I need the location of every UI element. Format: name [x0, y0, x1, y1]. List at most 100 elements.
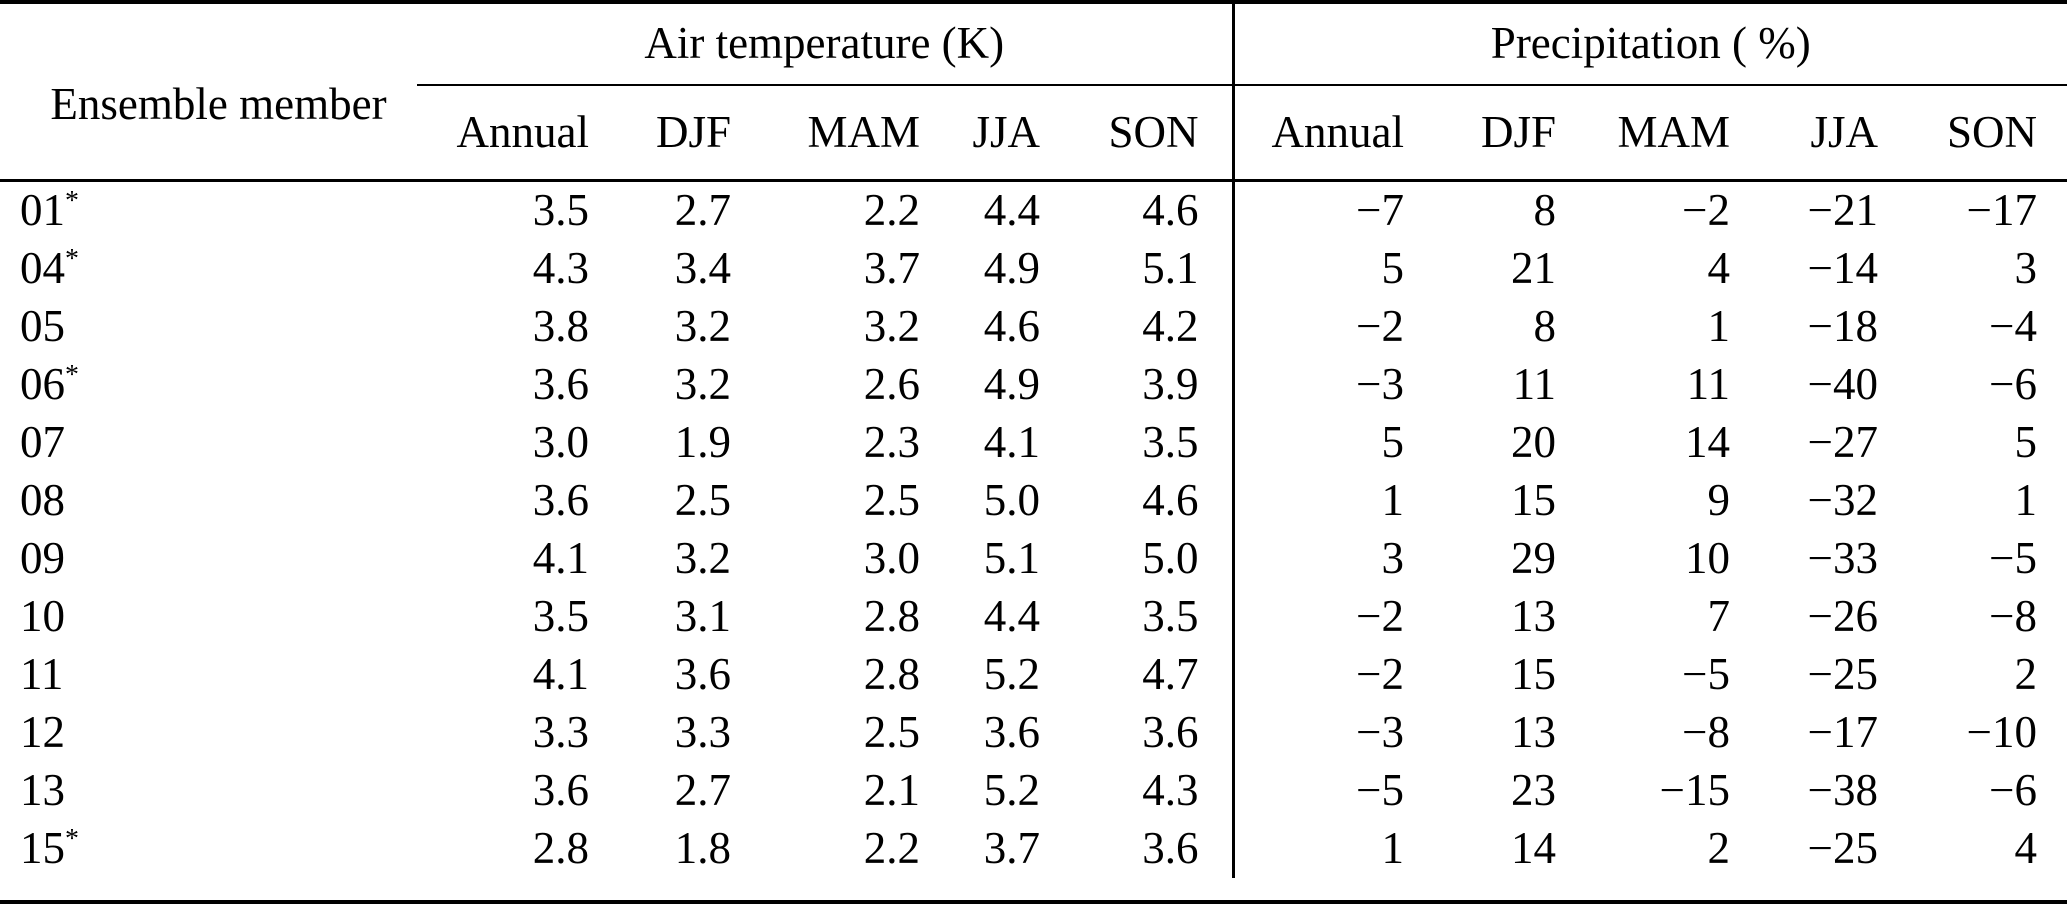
- ensemble-member-cell: 09: [0, 530, 417, 588]
- member-star-mark: *: [65, 359, 79, 391]
- table-row: 04* 4.3 3.4 3.7 4.9 5.1 5 21 4 −14 3: [0, 240, 2067, 298]
- ensemble-member-cell: 05: [0, 298, 417, 356]
- precip-value-cell: −38: [1807, 765, 1878, 816]
- precip-value-cell: 2: [2014, 649, 2038, 700]
- ensemble-statistics-table: Ensemble member Air temperature (K) Prec…: [0, 4, 2067, 878]
- table-row: 09 4.1 3.2 3.0 5.1 5.0 3 29 10 −33 −5: [0, 530, 2067, 588]
- temp-value-cell: 3.7: [983, 823, 1040, 874]
- temp-value-cell: 3.5: [532, 185, 589, 236]
- member-star-mark: *: [65, 243, 79, 275]
- temp-value-cell: 3.6: [532, 359, 589, 410]
- ensemble-member-cell: 11: [0, 646, 417, 704]
- temp-value-cell: 3.8: [532, 301, 589, 352]
- temp-value-cell: 3.6: [674, 649, 731, 700]
- precip-value-cell: −15: [1659, 765, 1730, 816]
- precip-value-cell: 21: [1511, 243, 1556, 294]
- temp-value-cell: 4.1: [532, 649, 589, 700]
- temp-value-cell: 3.6: [1040, 704, 1235, 762]
- temp-value-cell: 3.1: [674, 591, 731, 642]
- precip-value-cell: −26: [1807, 591, 1878, 642]
- precip-value-cell: 1: [1707, 301, 1731, 352]
- temp-value-cell: 5.2: [983, 765, 1040, 816]
- precip-value-cell: 1: [2014, 475, 2038, 526]
- precip-value-cell: 13: [1511, 707, 1556, 758]
- temp-value-cell: 2.8: [863, 591, 920, 642]
- temp-value-cell: 2.5: [863, 475, 920, 526]
- member-id: 04: [20, 243, 65, 294]
- precip-value-cell: −3: [1356, 359, 1404, 410]
- table-row: 06* 3.6 3.2 2.6 4.9 3.9 −3 11 11 −40 −6: [0, 356, 2067, 414]
- temp-jja-header: JJA: [920, 85, 1040, 182]
- temp-value-cell: 3.2: [674, 359, 731, 410]
- temp-value-cell: 4.9: [983, 243, 1040, 294]
- precip-value-cell: −25: [1807, 823, 1878, 874]
- temp-value-cell: 5.1: [983, 533, 1040, 584]
- member-id: 10: [20, 591, 65, 642]
- temp-value-cell: 2.7: [674, 185, 731, 236]
- member-id: 13: [20, 765, 65, 816]
- member-id: 07: [20, 417, 65, 468]
- precip-mam-header: MAM: [1556, 85, 1730, 182]
- temp-value-cell: 4.1: [532, 533, 589, 584]
- precip-value-cell: −5: [1356, 765, 1404, 816]
- precip-value-cell: −21: [1807, 185, 1878, 236]
- ensemble-member-cell: 07: [0, 414, 417, 472]
- temp-value-cell: 4.6: [983, 301, 1040, 352]
- temp-value-cell: 3.7: [863, 243, 920, 294]
- temp-value-cell: 1.9: [674, 417, 731, 468]
- temp-annual-header: Annual: [417, 85, 589, 182]
- table-row: 07 3.0 1.9 2.3 4.1 3.5 5 20 14 −27 5: [0, 414, 2067, 472]
- table-row: 01* 3.5 2.7 2.2 4.4 4.6 −7 8 −2 −21 −17: [0, 180, 2067, 241]
- precip-value-cell: −4: [1989, 301, 2037, 352]
- precip-value-cell: −3: [1356, 707, 1404, 758]
- member-id: 05: [20, 301, 65, 352]
- precip-value-cell: −2: [1356, 301, 1404, 352]
- temp-son-header: SON: [1040, 85, 1235, 182]
- member-id: 15: [20, 823, 65, 874]
- temp-value-cell: 5.2: [983, 649, 1040, 700]
- precip-value-cell: 1: [1381, 475, 1405, 526]
- precip-value-cell: 4: [2014, 823, 2038, 874]
- temp-value-cell: 3.0: [532, 417, 589, 468]
- temp-value-cell: 3.4: [674, 243, 731, 294]
- precip-value-cell: 23: [1511, 765, 1556, 816]
- table-row: 08 3.6 2.5 2.5 5.0 4.6 1 15 9 −32 1: [0, 472, 2067, 530]
- precip-value-cell: 2: [1707, 823, 1731, 874]
- precip-value-cell: 5: [2014, 417, 2038, 468]
- temp-value-cell: 1.8: [674, 823, 731, 874]
- precip-value-cell: −8: [1682, 707, 1730, 758]
- temp-value-cell: 3.6: [532, 765, 589, 816]
- precip-value-cell: −5: [1682, 649, 1730, 700]
- temp-value-cell: 5.0: [1040, 530, 1235, 588]
- precip-value-cell: 29: [1511, 533, 1556, 584]
- ensemble-member-cell: 04*: [0, 240, 417, 298]
- temp-value-cell: 4.2: [1040, 298, 1235, 356]
- ensemble-member-cell: 15*: [0, 820, 417, 878]
- temp-value-cell: 3.5: [1040, 414, 1235, 472]
- temp-value-cell: 2.2: [863, 823, 920, 874]
- temp-value-cell: 3.3: [532, 707, 589, 758]
- temp-value-cell: 4.9: [983, 359, 1040, 410]
- temp-value-cell: 2.1: [863, 765, 920, 816]
- member-id: 08: [20, 475, 65, 526]
- temp-value-cell: 2.2: [863, 185, 920, 236]
- temp-value-cell: 3.9: [1040, 356, 1235, 414]
- precip-value-cell: 13: [1511, 591, 1556, 642]
- precip-value-cell: 11: [1686, 359, 1730, 410]
- ensemble-member-cell: 01*: [0, 181, 417, 241]
- temp-value-cell: 5.1: [1040, 240, 1235, 298]
- temp-value-cell: 3.0: [863, 533, 920, 584]
- temp-value-cell: 2.5: [863, 707, 920, 758]
- member-id: 11: [20, 649, 64, 700]
- precip-value-cell: −6: [1989, 765, 2037, 816]
- temp-value-cell: 2.5: [674, 475, 731, 526]
- temp-value-cell: 3.6: [1040, 820, 1235, 878]
- table-row: 11 4.1 3.6 2.8 5.2 4.7 −2 15 −5 −25 2: [0, 646, 2067, 704]
- temp-value-cell: 3.2: [674, 533, 731, 584]
- precip-value-cell: 20: [1511, 417, 1556, 468]
- precip-value-cell: 7: [1707, 591, 1731, 642]
- ensemble-member-cell: 08: [0, 472, 417, 530]
- temp-value-cell: 5.0: [983, 475, 1040, 526]
- temp-value-cell: 4.3: [532, 243, 589, 294]
- precip-value-cell: −40: [1807, 359, 1878, 410]
